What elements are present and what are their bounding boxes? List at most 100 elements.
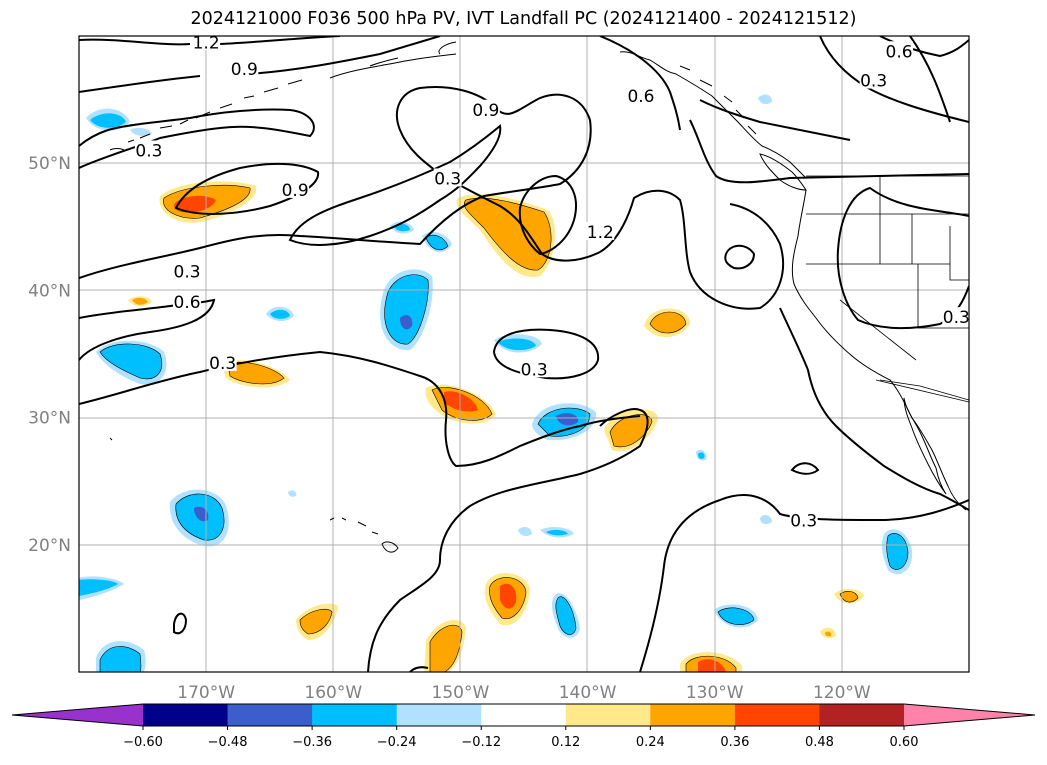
blue-blob-124w-55n — [758, 94, 772, 105]
purple-core-155w-40n — [400, 315, 413, 330]
lon-tick-label: 120°W — [813, 683, 871, 703]
contour-label-text: 0.3 — [209, 354, 236, 374]
contour-0-3-pnw — [909, 36, 951, 123]
contour-0-6-west — [79, 298, 216, 361]
baja-california — [903, 397, 947, 495]
contour-label-halo — [789, 510, 818, 529]
contour-closed-small-176w — [173, 612, 188, 635]
blue-core-127w-14n — [717, 607, 755, 625]
lon-tick-label: 140°W — [559, 683, 617, 703]
colorbar-tick-label: −0.24 — [377, 735, 417, 750]
lat-tick-label: 30°N — [28, 409, 71, 429]
contour-label: 0.3 — [520, 359, 549, 380]
colorbar-extend-low — [12, 704, 143, 726]
contour-label-halo — [586, 221, 615, 240]
colorbar-tick-label: 0.36 — [720, 735, 749, 750]
chart-title: 2024121000 F036 500 hPa PV, IVT Landfall… — [190, 9, 857, 29]
hawaii-islands — [329, 517, 399, 553]
contour-label-halo — [520, 359, 549, 378]
contour-0-3-nw — [79, 108, 315, 169]
contour-label-halo — [626, 85, 655, 104]
contour-labels: 1.2 0.9 0.6 0.3 0.9 0.6 0.3 0.3 0.9 1.2 0.3 0.6 0.3 0… — [134, 36, 970, 532]
contour-label: 1.2 — [192, 36, 221, 53]
lat-axis-labels: 20°N 30°N 40°N 50°N — [28, 154, 71, 556]
bc-inland-islands — [679, 65, 757, 135]
red-core-145w-14n — [500, 583, 517, 609]
contour-label-text: 0.3 — [434, 169, 461, 189]
orange-core-118w-16n — [839, 591, 859, 603]
lat-tick-label: 20°N — [28, 536, 71, 556]
blue-blob-170w-59n — [130, 127, 152, 137]
contour-label-halo — [471, 99, 500, 118]
blue-blob-124w-22n — [760, 515, 772, 525]
contour-label-text: 0.6 — [886, 42, 913, 62]
blue-core-142w-14n — [555, 596, 577, 635]
colorbar-tick-label: −0.60 — [123, 735, 163, 750]
contour-label: 0.3 — [859, 70, 888, 92]
blue-core-175w-10n — [99, 646, 142, 672]
orange-core-174w-39n — [132, 297, 148, 305]
us-west-coast — [791, 189, 967, 511]
contour-label-text: 1.2 — [587, 223, 614, 243]
contour-0-9-left — [174, 162, 320, 215]
orange-core-128w-37n — [649, 311, 687, 334]
contour-label-halo — [208, 352, 237, 371]
lon-tick-label: 160°W — [304, 683, 362, 703]
contour-label-halo — [859, 70, 888, 89]
contour-label-halo — [192, 36, 221, 51]
colorbar-segment — [143, 704, 229, 726]
red-core-150w-31n — [444, 391, 478, 412]
purple-core-170w-22n — [194, 506, 209, 522]
mexico-border — [879, 379, 969, 401]
contour-label-text: 0.3 — [860, 72, 887, 92]
lat-tick-label: 50°N — [28, 154, 71, 174]
blue-blob-162w-24n — [288, 490, 297, 497]
blue-core-115w-19n — [886, 533, 909, 570]
contour-label: 0.9 — [281, 179, 310, 201]
blue-core-144w-36n — [498, 338, 536, 351]
contour-label-text: 0.6 — [174, 293, 201, 313]
contour-0-3-south — [367, 408, 649, 672]
contour-label: 0.9 — [471, 99, 500, 121]
contour-closed-small-bc — [790, 462, 820, 475]
contour-label-halo — [134, 140, 163, 159]
contour-label-text: 0.3 — [943, 308, 970, 328]
blue-core-152w-44n — [425, 234, 449, 251]
contour-0-6-right — [599, 189, 785, 310]
canada-coast — [619, 51, 807, 179]
contour-label: 0.6 — [626, 85, 655, 107]
contour-label-text: 0.9 — [282, 181, 309, 201]
contour-right-edge — [836, 186, 969, 330]
contour-label: 0.6 — [173, 291, 202, 313]
contour-label-text: 0.9 — [472, 101, 499, 121]
blue-core-176w-16n — [79, 579, 118, 596]
colorbar-segment — [396, 704, 482, 726]
colorbar-tick-label: 0.12 — [551, 735, 580, 750]
orange-core-161w-13n — [299, 608, 333, 635]
blue-core-175w-34n — [99, 343, 162, 380]
purple-core-141w-30n — [556, 413, 579, 426]
contour-0-9-mid — [288, 124, 502, 246]
contour-label: 0.3 — [789, 510, 818, 532]
orange-core-149w-10n — [429, 624, 463, 672]
contour-0-6-canada — [599, 36, 969, 184]
contour-1-2-loop — [518, 174, 577, 256]
contour-label-halo — [173, 291, 202, 310]
blue-core-163w-38n — [270, 309, 290, 319]
map-frame — [78, 35, 970, 673]
contour-label: 0.3 — [134, 140, 163, 161]
contour-label-halo — [885, 41, 914, 60]
graticule — [79, 36, 969, 672]
lat-tick-label: 40°N — [28, 281, 71, 301]
contour-label-text: 0.3 — [174, 262, 201, 282]
colorbar-tick-label: −0.36 — [292, 735, 332, 750]
contour-1-2-top — [79, 36, 341, 46]
contour-label: 0.3 — [942, 307, 970, 328]
contour-label: 0.6 — [885, 41, 914, 62]
blue-core-155w-40n — [384, 274, 429, 345]
contour-label-text: 0.9 — [231, 60, 258, 80]
lon-tick-label: 130°W — [686, 683, 744, 703]
contour-0-3-east — [779, 307, 969, 511]
contour-0-9-top — [79, 36, 441, 93]
colorbar: −0.60 −0.48 −0.36 −0.24 −0.12 0.12 0.24 0.36 0.4… — [11, 703, 1036, 750]
